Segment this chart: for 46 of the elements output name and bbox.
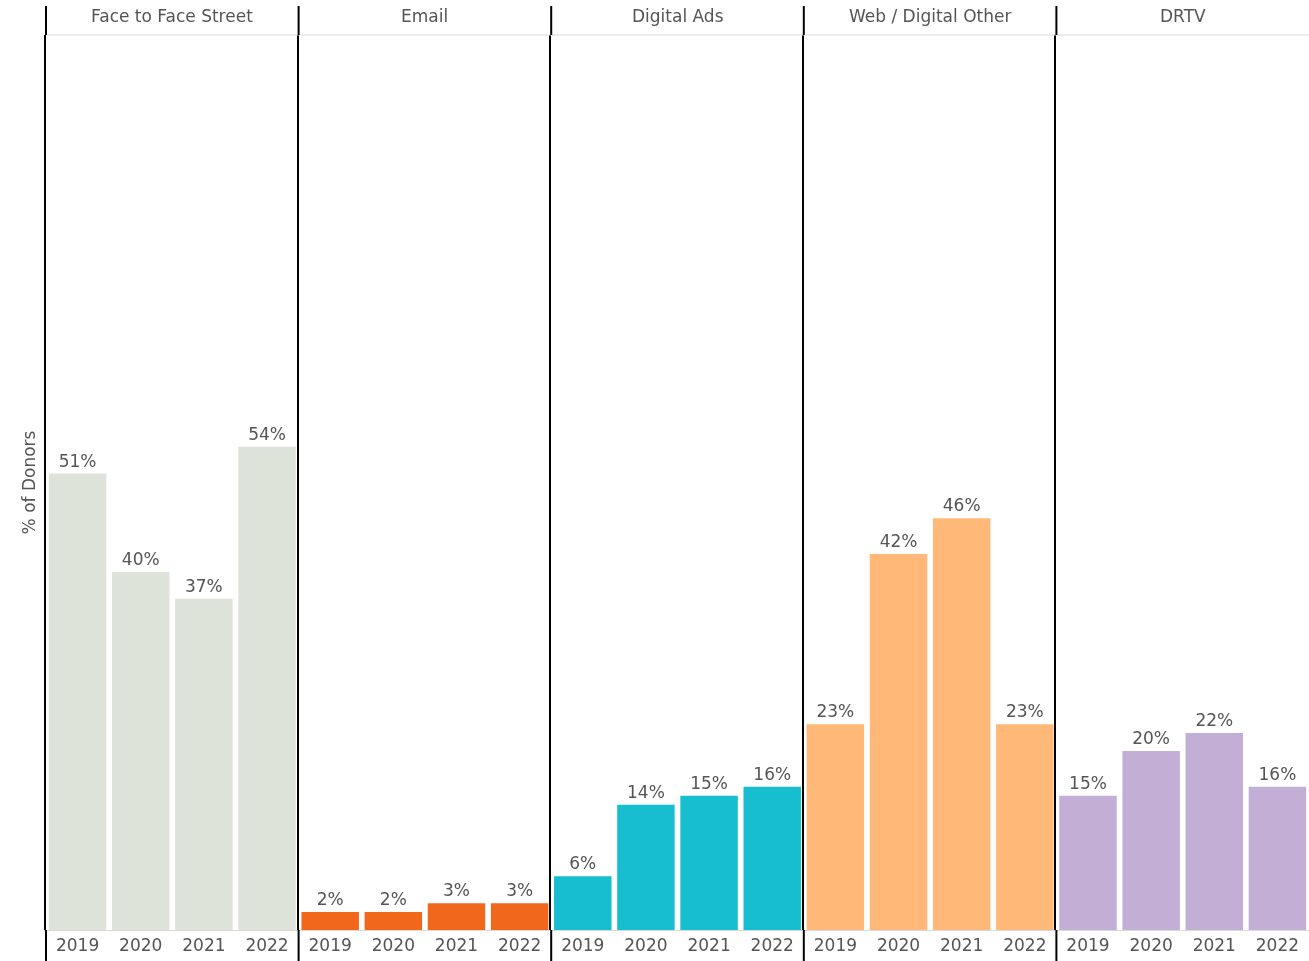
x-tick-label: 2019 — [1066, 935, 1110, 956]
data-label: 23% — [1005, 701, 1044, 722]
x-tick-label: 2021 — [687, 935, 731, 956]
x-tick-label: 2020 — [371, 935, 415, 956]
chart-title: Digital Ads — [632, 6, 724, 26]
chart-title: Web / Digital Other — [849, 6, 1012, 26]
x-tick-label: 2021 — [182, 935, 226, 956]
data-label: 2% — [379, 889, 407, 910]
data-label: 3% — [442, 880, 470, 901]
x-tick-label: 2021 — [434, 935, 479, 956]
x-tick-label: 2021 — [940, 935, 984, 956]
data-label: 54% — [248, 423, 286, 444]
x-tick-label: 2020 — [624, 935, 668, 956]
x-tick-label: 2019 — [561, 935, 605, 956]
x-tick-label: 2020 — [1129, 935, 1173, 956]
data-label: 16% — [1258, 763, 1297, 784]
x-tick-label: 2019 — [308, 935, 352, 956]
x-tick-label: 2019 — [55, 935, 100, 956]
x-tick-label: 2022 — [245, 935, 289, 956]
chart-title: DRTV — [1160, 6, 1207, 26]
data-label: 51% — [58, 450, 97, 471]
x-tick-label: 2019 — [813, 935, 857, 956]
data-label: 15% — [690, 772, 728, 793]
data-label: 15% — [1069, 772, 1107, 793]
x-tick-label: 2021 — [1192, 935, 1236, 956]
data-label: 46% — [942, 495, 981, 516]
data-label: 16% — [753, 763, 792, 784]
chart-title: Email — [401, 6, 449, 26]
data-label: 23% — [816, 701, 855, 722]
x-tick-label: 2020 — [119, 935, 163, 956]
data-label: 20% — [1132, 728, 1171, 748]
data-label: 37% — [184, 575, 223, 596]
chart-title: Face to Face Street — [91, 6, 254, 26]
data-label: 22% — [1195, 710, 1234, 731]
y-axis-title: % of Donors — [19, 430, 40, 535]
data-label: 40% — [121, 549, 160, 569]
data-label: 3% — [506, 880, 534, 901]
x-tick-label: 2022 — [750, 935, 794, 956]
data-label: 14% — [627, 781, 665, 802]
x-tick-label: 2022 — [1255, 935, 1300, 956]
data-label: 2% — [316, 889, 344, 910]
data-label: 42% — [879, 531, 918, 552]
x-tick-label: 2022 — [1003, 935, 1047, 956]
x-tick-label: 2020 — [876, 935, 921, 956]
data-label: 6% — [569, 853, 597, 874]
x-tick-label: 2022 — [498, 935, 542, 956]
